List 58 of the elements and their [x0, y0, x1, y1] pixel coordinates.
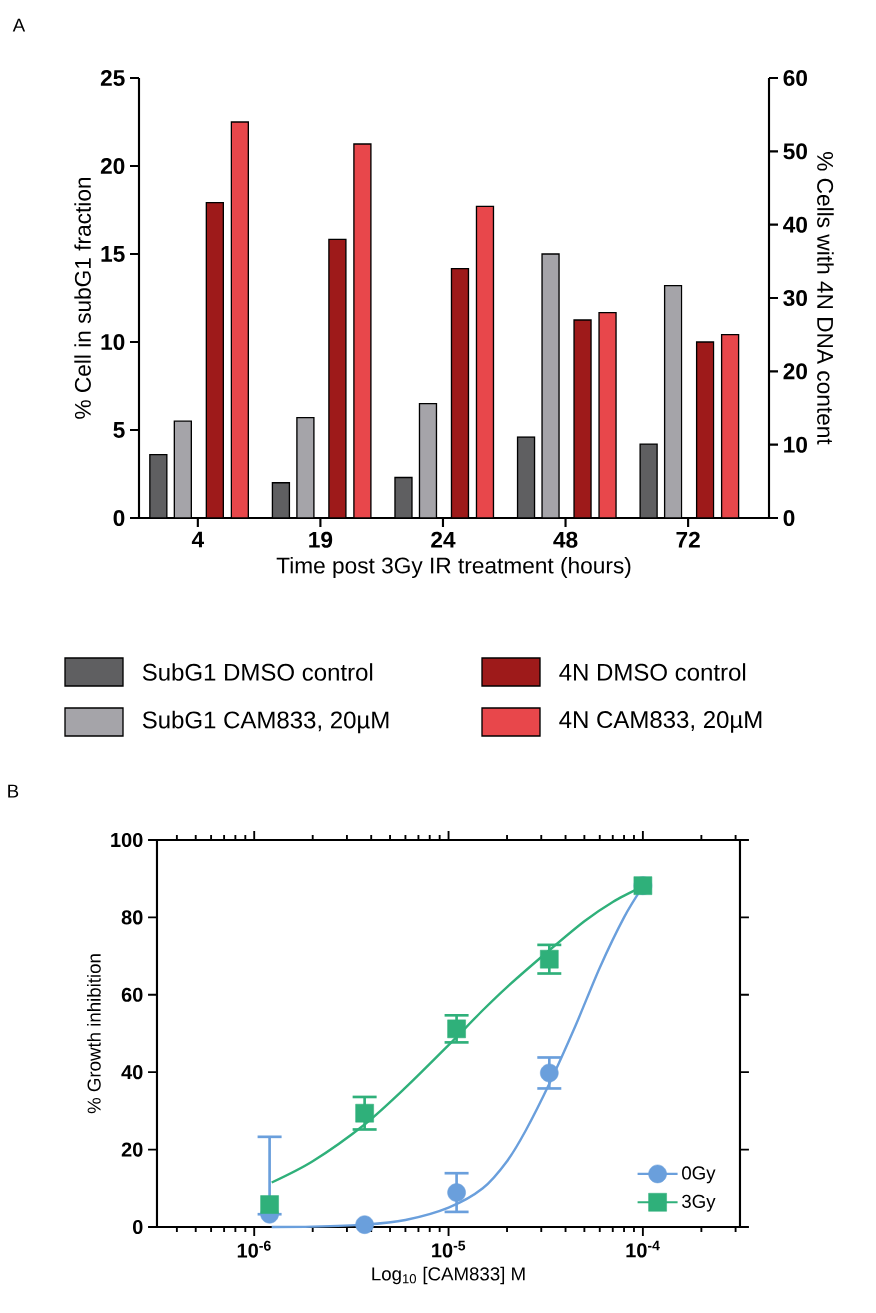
bar	[475, 205, 495, 518]
x-tick-label: 4	[191, 531, 205, 548]
bar	[663, 285, 683, 518]
y2-tick-label: 50	[783, 143, 807, 160]
y-tick-label: 80	[121, 910, 143, 925]
y-axis-title: % Growth inhibition	[87, 954, 101, 1114]
x-tick-label: 10$^{-5}$	[432, 1240, 466, 1258]
bar	[230, 121, 249, 518]
y-tick-label: 60	[121, 987, 143, 1002]
text: A	[12, 18, 26, 32]
bar	[205, 201, 224, 518]
legend-label: 4N DMSO control	[559, 663, 746, 681]
y-tick-label: 20	[121, 1142, 143, 1157]
x-tick-label: 72	[676, 531, 700, 548]
x-tick-label: 48	[553, 531, 578, 548]
bar	[418, 402, 438, 518]
legend-label: 3Gy	[682, 1194, 716, 1212]
bar	[720, 333, 740, 518]
y2-axis-title: % Cells with 4N DNA content	[817, 152, 834, 445]
y-tick-label: 0	[113, 509, 125, 527]
y2-tick-label: 10	[784, 436, 807, 453]
y2-tick-label: 60	[783, 69, 807, 87]
x-tick-label: 24	[431, 531, 456, 548]
x-axis-title: Log$_{10}$ [CAM833] M	[372, 1266, 525, 1285]
y-tick-label: 25	[100, 69, 125, 87]
legend-label: SubG1 CAM833, 20µM	[142, 710, 389, 734]
y-tick-label: 10	[101, 333, 125, 351]
point	[355, 1215, 374, 1234]
y-tick-label: 100	[111, 832, 143, 848]
bar	[516, 436, 536, 518]
legend-label: 4N CAM833, 20µM	[559, 711, 762, 733]
bar	[271, 482, 291, 518]
x-tick-label: 10$^{-6}$	[237, 1240, 271, 1258]
y-tick-label: 20	[100, 157, 125, 175]
point	[260, 1195, 279, 1214]
y2-tick-label: 0	[783, 509, 795, 527]
y-tick-label: 15	[101, 246, 125, 262]
point	[355, 1103, 374, 1123]
point	[447, 1183, 466, 1202]
y-tick-label: 40	[121, 1065, 143, 1080]
x-tick-label: 10$^{-4}$	[626, 1240, 660, 1258]
y2-tick-label: 20	[783, 363, 807, 380]
point	[540, 1063, 559, 1083]
bar	[173, 420, 192, 518]
point	[540, 949, 559, 969]
bar	[695, 341, 715, 518]
y2-tick-label: 40	[783, 216, 807, 233]
bar	[450, 267, 470, 518]
legend-label: 0Gy	[682, 1166, 716, 1184]
y-tick-label: 5	[113, 422, 125, 438]
legend-label: SubG1 DMSO control	[142, 663, 373, 681]
x-axis-title: Time post 3Gy IR treatment (hours)	[276, 556, 631, 579]
y2-tick-label: 30	[783, 289, 807, 307]
y-tick-label: 0	[133, 1219, 143, 1235]
y-axis-title: % Cell in subG1 fraction	[74, 177, 91, 419]
point	[447, 1019, 466, 1039]
x-tick-label: 19	[309, 531, 333, 548]
text: B	[8, 784, 19, 798]
